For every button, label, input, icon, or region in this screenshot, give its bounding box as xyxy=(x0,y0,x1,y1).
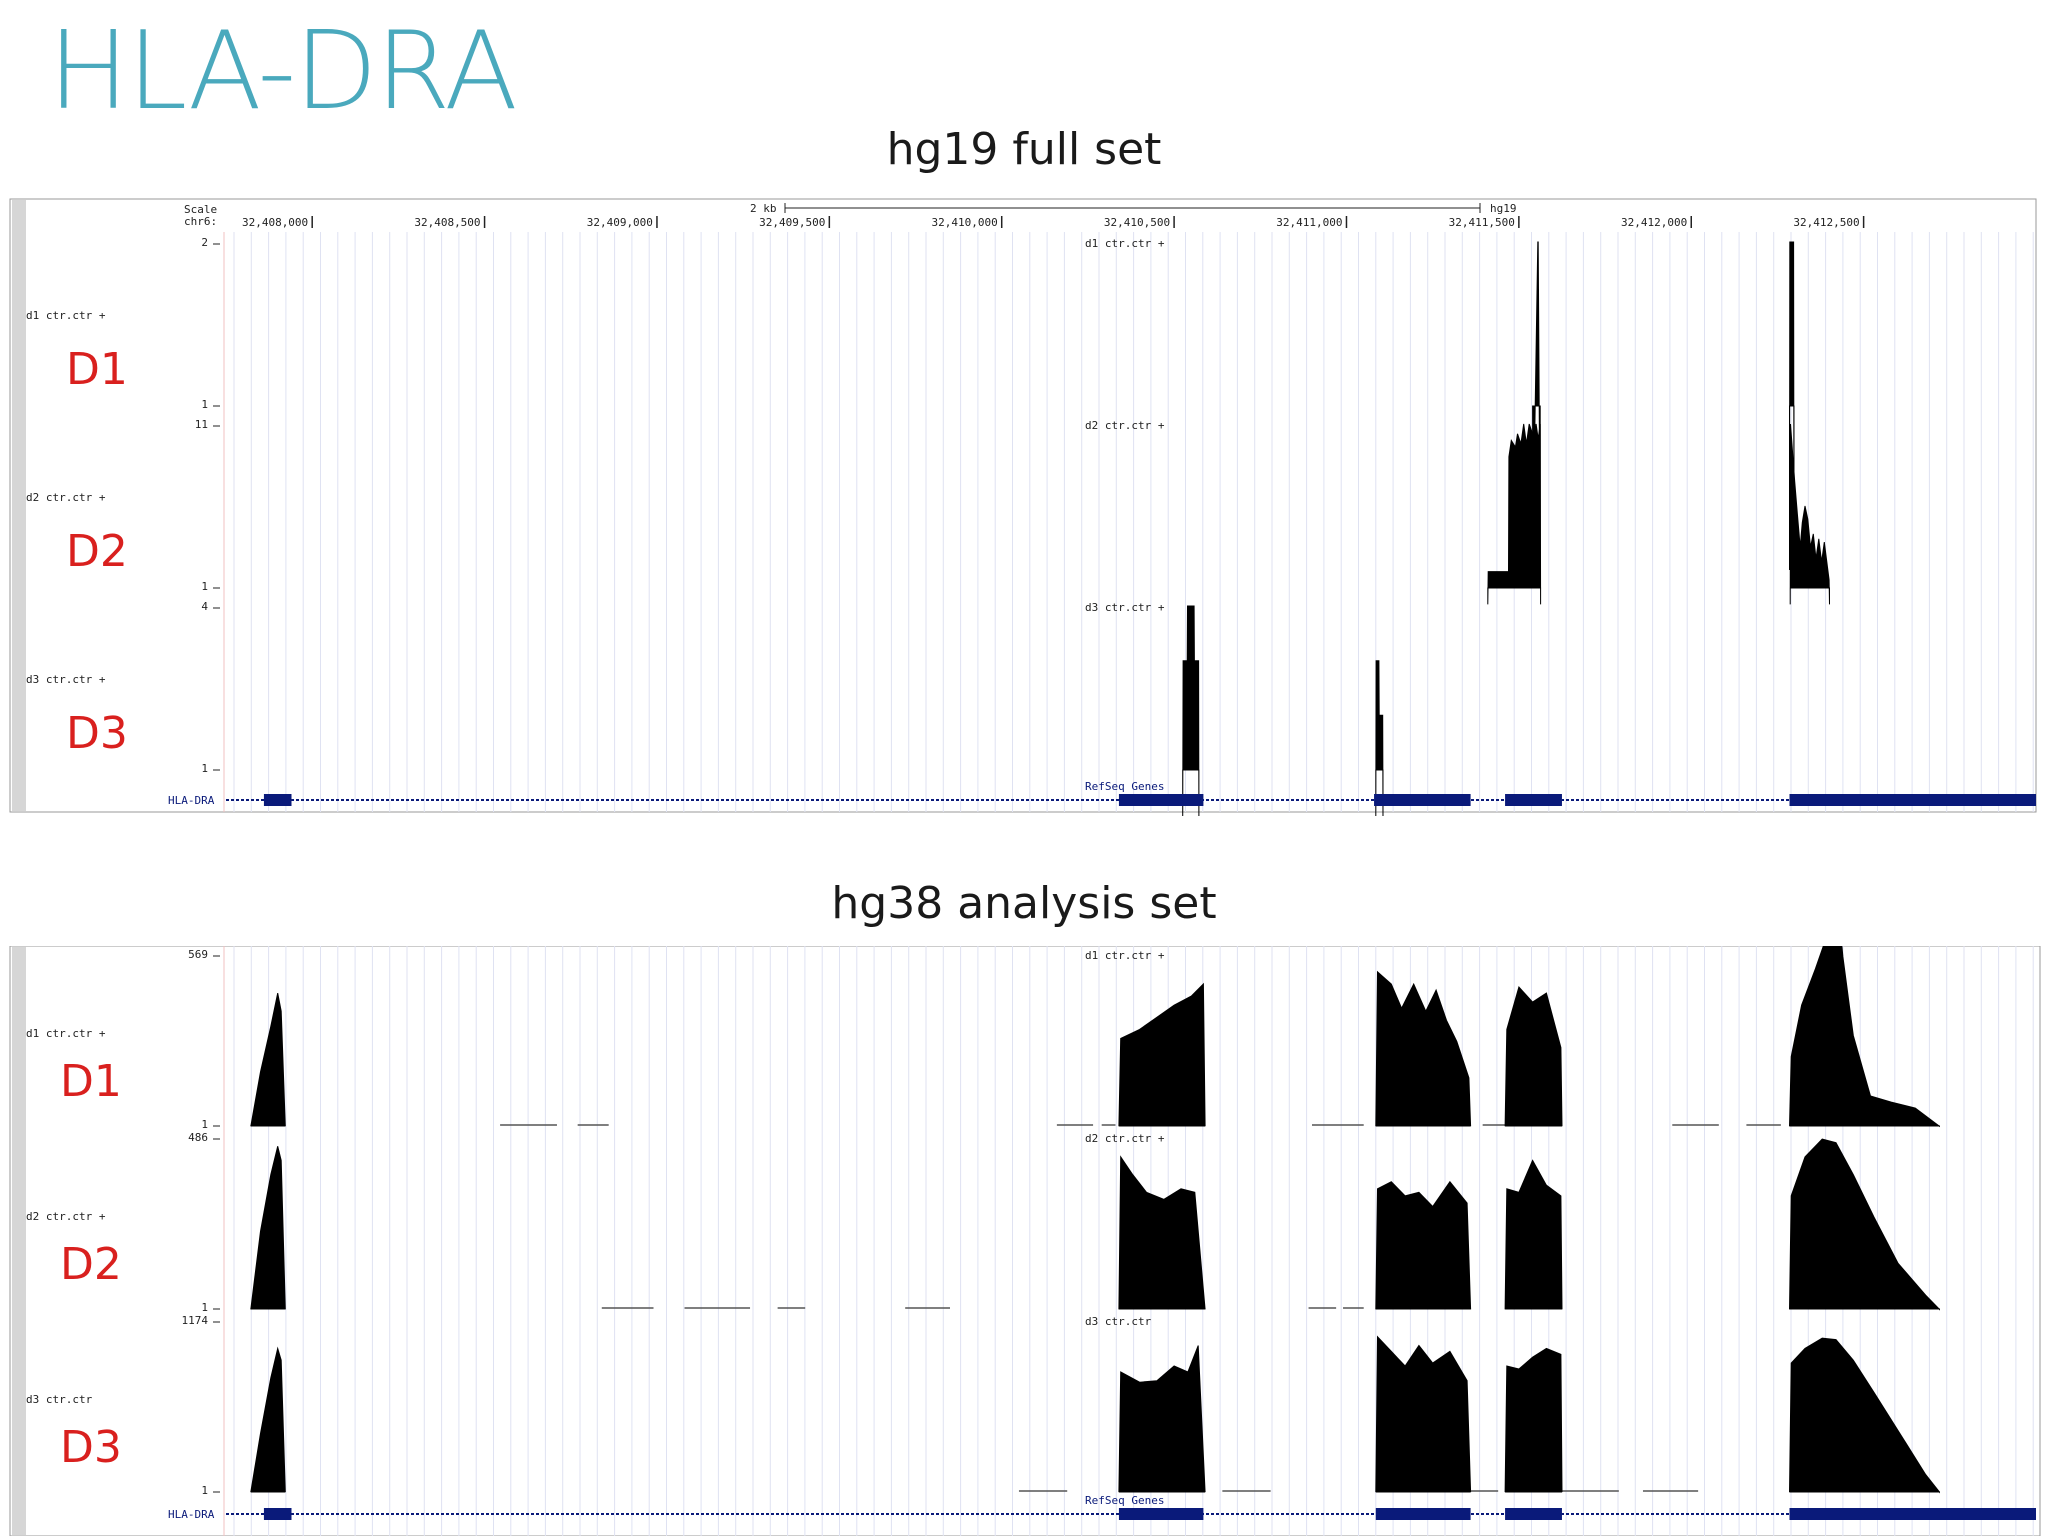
track-name: d1 ctr.ctr + xyxy=(26,309,106,322)
browser-frame xyxy=(9,198,2037,813)
track-handle-bar xyxy=(12,947,26,1535)
coverage-peak xyxy=(1789,946,1940,1128)
y-max-label: 11 xyxy=(195,418,208,431)
gene-exon xyxy=(1375,1508,1471,1520)
coverage-peak xyxy=(250,992,286,1127)
coverage-peak xyxy=(1118,1345,1206,1493)
refseq-genes-label: RefSeq Genes xyxy=(1085,780,1164,793)
coverage-peak xyxy=(1118,982,1206,1127)
y-max-label: 486 xyxy=(188,1131,208,1144)
gene-exon xyxy=(263,794,292,806)
gene-exon xyxy=(1789,1508,2036,1520)
donor-label: D1 xyxy=(66,344,128,395)
gene-exon xyxy=(263,1508,292,1520)
track-d3: d3 ctr.ctr d3 ctr.ctr 1174 1 D3 xyxy=(26,1314,1940,1497)
y-min-label: 1 xyxy=(201,1484,208,1497)
scale-bar-text: 2 kb xyxy=(750,202,777,215)
x-tick-label: 32,408,000 xyxy=(242,216,308,229)
track-inline-name: d3 ctr.ctr + xyxy=(1085,601,1165,614)
track-name: d2 ctr.ctr + xyxy=(26,491,106,504)
coverage-peak xyxy=(1504,1159,1563,1310)
x-tick-label: 32,409,000 xyxy=(587,216,653,229)
gene-exon xyxy=(1374,794,1471,806)
coverage-peak xyxy=(1182,605,1200,816)
y-max-label: 569 xyxy=(188,948,208,961)
track-d3: d3 ctr.ctr + d3 ctr.ctr + 4 1 D3 xyxy=(26,600,1384,816)
track-d1: d1 ctr.ctr + d1 ctr.ctr + 569 1 D1 xyxy=(26,946,1940,1131)
coverage-peak xyxy=(1789,1337,1940,1494)
gene-exon xyxy=(1118,1508,1204,1520)
scale-label: Scale xyxy=(184,203,217,216)
chrom-label: chr6: xyxy=(184,215,217,228)
coverage-peak xyxy=(1789,1138,1940,1311)
y-min-label: 1 xyxy=(201,398,208,411)
y-max-label: 4 xyxy=(201,600,208,613)
coverage-peak xyxy=(1375,660,1384,816)
browser-frame xyxy=(9,946,2041,1536)
track-name: d2 ctr.ctr + xyxy=(26,1210,106,1223)
coverage-peak xyxy=(1487,423,1542,605)
track-inline-name: d2 ctr.ctr + xyxy=(1085,1132,1165,1145)
donor-label: D3 xyxy=(66,708,128,759)
hg19-panel-title: hg19 full set xyxy=(886,124,1162,175)
y-min-label: 1 xyxy=(201,762,208,775)
gene-exon xyxy=(1789,794,2036,806)
track-name: d1 ctr.ctr + xyxy=(26,1027,106,1040)
gene-exon xyxy=(1505,794,1562,806)
x-tick-label: 32,412,000 xyxy=(1621,216,1687,229)
coverage-peak xyxy=(250,1146,286,1310)
track-inline-name: d3 ctr.ctr xyxy=(1085,1315,1152,1328)
donor-label: D1 xyxy=(60,1056,122,1107)
y-min-label: 1 xyxy=(201,1301,208,1314)
hg38-panel-title: hg38 analysis set xyxy=(831,878,1217,929)
gene-name: HLA-DRA xyxy=(168,1508,215,1521)
donor-label: D2 xyxy=(60,1239,122,1290)
donor-label: D3 xyxy=(60,1422,122,1473)
assembly-label: hg19 xyxy=(1490,202,1517,215)
refseq-genes-label: RefSeq Genes xyxy=(1085,1494,1164,1507)
x-tick-label: 32,408,500 xyxy=(414,216,480,229)
coverage-peak xyxy=(1375,970,1472,1127)
y-min-label: 1 xyxy=(201,1118,208,1131)
track-handle-bar xyxy=(12,200,26,811)
donor-label: D2 xyxy=(66,526,128,577)
y-max-label: 2 xyxy=(201,236,208,249)
track-name: d3 ctr.ctr xyxy=(26,1393,93,1406)
track-name: d3 ctr.ctr + xyxy=(26,673,106,686)
coverage-peak xyxy=(1504,985,1563,1127)
slide-title: HLA-DRA xyxy=(48,9,518,134)
track-inline-name: d1 ctr.ctr + xyxy=(1085,949,1165,962)
track-d1: d1 ctr.ctr + d1 ctr.ctr + 2 1 D1 xyxy=(26,236,1795,571)
coverage-peak xyxy=(1118,1155,1206,1310)
coverage-peak xyxy=(1789,423,1830,605)
x-tick-label: 32,412,500 xyxy=(1793,216,1859,229)
y-min-label: 1 xyxy=(201,580,208,593)
track-inline-name: d2 ctr.ctr + xyxy=(1085,419,1165,432)
gene-exon xyxy=(1505,1508,1562,1520)
x-tick-label: 32,409,500 xyxy=(759,216,825,229)
coverage-peak xyxy=(1375,1335,1472,1493)
coverage-peak xyxy=(1504,1347,1563,1493)
y-max-label: 1174 xyxy=(182,1314,209,1327)
hg38-genome-browser: d1 ctr.ctr + d1 ctr.ctr + 569 1 D1 d2 ctr.ctr… xyxy=(9,946,2041,1536)
coverage-peak xyxy=(1789,241,1795,571)
x-tick-label: 32,410,000 xyxy=(931,216,997,229)
track-d2: d2 ctr.ctr + d2 ctr.ctr + 486 1 D2 xyxy=(26,1131,1940,1314)
x-tick-label: 32,410,500 xyxy=(1104,216,1170,229)
x-tick-label: 32,411,500 xyxy=(1449,216,1515,229)
gene-name: HLA-DRA xyxy=(168,794,215,807)
coverage-peak xyxy=(250,1346,286,1493)
gene-exon xyxy=(1118,794,1204,806)
coverage-peak xyxy=(1375,1180,1472,1310)
x-tick-label: 32,411,000 xyxy=(1276,216,1342,229)
track-inline-name: d1 ctr.ctr + xyxy=(1085,237,1165,250)
